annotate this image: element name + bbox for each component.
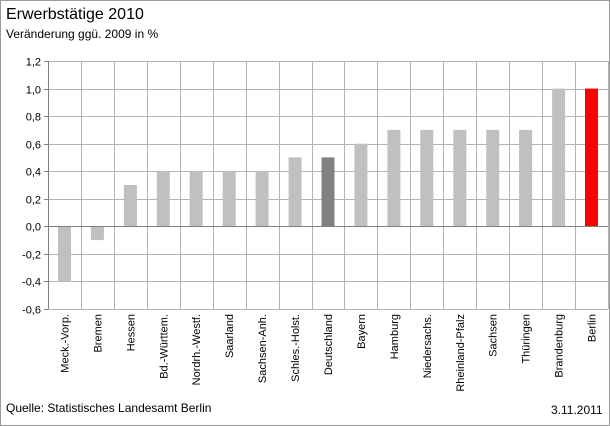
y-tick-label-8: 1,0 (26, 85, 41, 97)
x-tick-label-11: Niedersachs. (422, 314, 434, 378)
bar-6 (255, 171, 269, 227)
bar-4 (189, 171, 203, 227)
bar-1 (90, 226, 104, 241)
x-tick-label-1: Bremen (92, 314, 104, 353)
x-tick-label-6: Sachsen-Anh. (257, 314, 269, 383)
chart-subtitle: Veränderung ggü. 2009 in % (6, 27, 159, 41)
x-tick-label-13: Sachsen (488, 314, 500, 357)
x-tick-label-14: Thüringen (521, 314, 533, 364)
x-tick-label-15: Brandenburg (554, 314, 566, 378)
date-label: 3.11.2011 (551, 403, 603, 417)
axes (44, 61, 608, 310)
y-tick-labels: -0,6 -0,4 -0,2 0,0 0,2 0,4 0,6 0,8 1,0 1,2 (22, 57, 41, 317)
bar-2 (123, 185, 137, 227)
bar-15 (552, 88, 566, 227)
x-tick-label-12: Rheinland-Pfalz (455, 314, 467, 392)
y-tick-label-5: 0,4 (26, 167, 41, 179)
x-tick-label-4: Nordrh.-Westf. (191, 314, 203, 385)
bar-0 (58, 226, 71, 282)
y-tick-label-6: 0,6 (26, 140, 41, 152)
y-tick-label-7: 0,8 (26, 112, 41, 124)
chart-title: Erwerbstätige 2010 (6, 6, 144, 23)
bar-14 (519, 129, 533, 227)
y-tick-label-2: -0,2 (22, 250, 41, 262)
y-tick-label-4: 0,2 (26, 195, 41, 207)
y-tick-label-3: 0,0 (26, 222, 41, 234)
x-tick-label-16: Berlin (587, 314, 599, 342)
y-tick-label-9: 1,2 (26, 57, 41, 69)
bar-9 (354, 143, 368, 227)
x-tick-label-9: Bayern (356, 314, 368, 349)
bar-16 (585, 88, 598, 227)
y-tick-label-1: -0,4 (22, 277, 41, 289)
bar-13 (486, 129, 500, 227)
x-tick-label-8: Deutschland (323, 314, 335, 375)
y-tick-label-0: -0,6 (22, 305, 41, 317)
x-tick-label-3: Bd.-Württem. (158, 314, 170, 379)
x-tick-label-7: Schles.-Holst. (290, 314, 302, 382)
x-tick-label-10: Hamburg (389, 314, 401, 359)
bar-10 (387, 129, 401, 227)
source-note: Quelle: Statistisches Landesamt Berlin (6, 401, 212, 415)
bar-8 (321, 157, 335, 227)
bar-12 (453, 129, 467, 227)
x-tick-label-0: Meck.-Vorp. (60, 314, 72, 373)
bar-7 (288, 157, 302, 227)
x-tick-label-5: Saarland (224, 314, 236, 358)
bar-3 (156, 171, 170, 227)
bars (58, 88, 598, 282)
bar-11 (420, 129, 434, 227)
x-tick-label-2: Hessen (125, 314, 137, 351)
bar-5 (222, 171, 236, 227)
x-tick-labels: Meck.-Vorp. Bremen Hessen Bd.-Württem. Nordr… (60, 314, 599, 392)
